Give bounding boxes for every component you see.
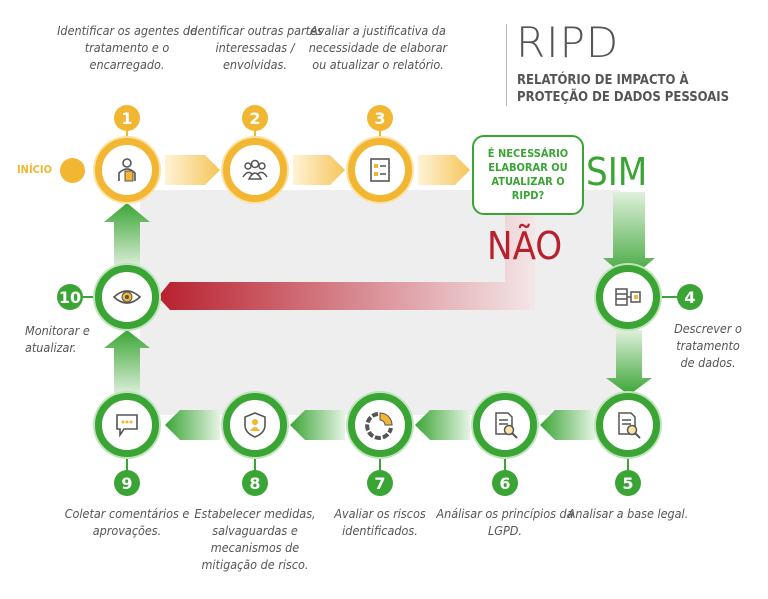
step-7-badge: 7 bbox=[367, 470, 393, 496]
step-5-badge: 5 bbox=[615, 470, 641, 496]
decision-box: É NECESSÁRIO ELABORAR OU ATUALIZAR O RIP… bbox=[472, 135, 584, 215]
step-3-badge: 3 bbox=[367, 105, 393, 131]
chat-bubble-icon bbox=[116, 414, 138, 438]
arrow-3-decision bbox=[418, 155, 470, 185]
step-1-badge: 1 bbox=[114, 105, 140, 131]
step-9-circle bbox=[95, 393, 159, 457]
group-icon bbox=[242, 159, 268, 180]
arrow-yes-down bbox=[603, 192, 655, 280]
shield-user-icon bbox=[244, 412, 266, 438]
step-5-circle bbox=[596, 393, 660, 457]
arrow-6-7 bbox=[415, 410, 470, 440]
step-6-description: Análisar os princípios da LGPD. bbox=[436, 506, 574, 538]
step-9-description: Coletar comentários e aprovações. bbox=[64, 506, 190, 538]
header-subtitle: RELATÓRIO DE IMPACTO À PROTEÇÃO DE DADOS… bbox=[517, 72, 729, 106]
step-7-description: Avaliar os riscos identificados. bbox=[334, 506, 426, 538]
step-2-badge: 2 bbox=[242, 105, 268, 131]
step-9-badge: 9 bbox=[114, 470, 140, 496]
step-4-circle bbox=[596, 265, 660, 329]
subtitle-line-2: PROTEÇÃO DE DADOS PESSOAIS bbox=[517, 90, 730, 105]
subtitle-line-1: RELATÓRIO DE IMPACTO À bbox=[517, 73, 689, 88]
step-1-description: Identificar os agentes de tratamento e o… bbox=[57, 23, 197, 72]
step-4-badge: 4 bbox=[677, 284, 703, 310]
arrow-1-2 bbox=[165, 155, 220, 185]
document-search-icon bbox=[618, 412, 641, 439]
step-8-badge: 8 bbox=[242, 470, 268, 496]
header-divider bbox=[506, 24, 507, 106]
step-8-circle bbox=[223, 393, 287, 457]
checklist-icon bbox=[370, 158, 390, 182]
step-8-description: Estabelecer medidas, salvaguardas e meca… bbox=[194, 506, 316, 572]
step-10-circle bbox=[95, 265, 159, 329]
step-6-badge: 6 bbox=[492, 470, 518, 496]
arrow-2-3 bbox=[293, 155, 345, 185]
arrow-no bbox=[158, 213, 535, 310]
decision-no-label: NÃO bbox=[487, 224, 563, 268]
arrow-7-8 bbox=[290, 410, 345, 440]
data-flow-icon bbox=[615, 288, 641, 306]
step-6-circle bbox=[473, 393, 537, 457]
step-7-circle bbox=[348, 393, 412, 457]
eye-icon bbox=[112, 290, 142, 304]
header-title: RIPD bbox=[516, 18, 620, 67]
step-1-circle bbox=[95, 138, 159, 202]
step-2-circle bbox=[223, 138, 287, 202]
step-3-description: Avaliar a justificativa da necessidade d… bbox=[308, 23, 448, 72]
arrow-4-5 bbox=[606, 330, 652, 395]
pie-chart-icon bbox=[365, 412, 393, 440]
arrow-10-1 bbox=[104, 203, 150, 268]
arrow-8-9 bbox=[165, 410, 220, 440]
start-dot bbox=[60, 158, 85, 183]
arrow-5-6 bbox=[540, 410, 595, 440]
decision-yes-label: SIM bbox=[586, 150, 648, 194]
document-search-icon bbox=[495, 412, 518, 439]
step-4-description: Descrever o tratamento de dados. bbox=[674, 321, 742, 370]
step-5-description: Analisar a base legal. bbox=[567, 506, 689, 521]
yellow-arrows bbox=[165, 155, 470, 185]
step-3-circle bbox=[348, 138, 412, 202]
person-document-icon bbox=[118, 158, 136, 182]
step-10-description: Monitorar e atualizar. bbox=[25, 323, 90, 355]
arrow-9-10 bbox=[104, 330, 150, 395]
step-10-badge: 10 bbox=[57, 284, 83, 310]
step-2-description: Identificar outras partes interessadas /… bbox=[187, 23, 323, 72]
start-label: INÍCIO bbox=[17, 163, 52, 176]
decision-text: É NECESSÁRIO ELABORAR OU ATUALIZAR O RIP… bbox=[487, 147, 569, 202]
